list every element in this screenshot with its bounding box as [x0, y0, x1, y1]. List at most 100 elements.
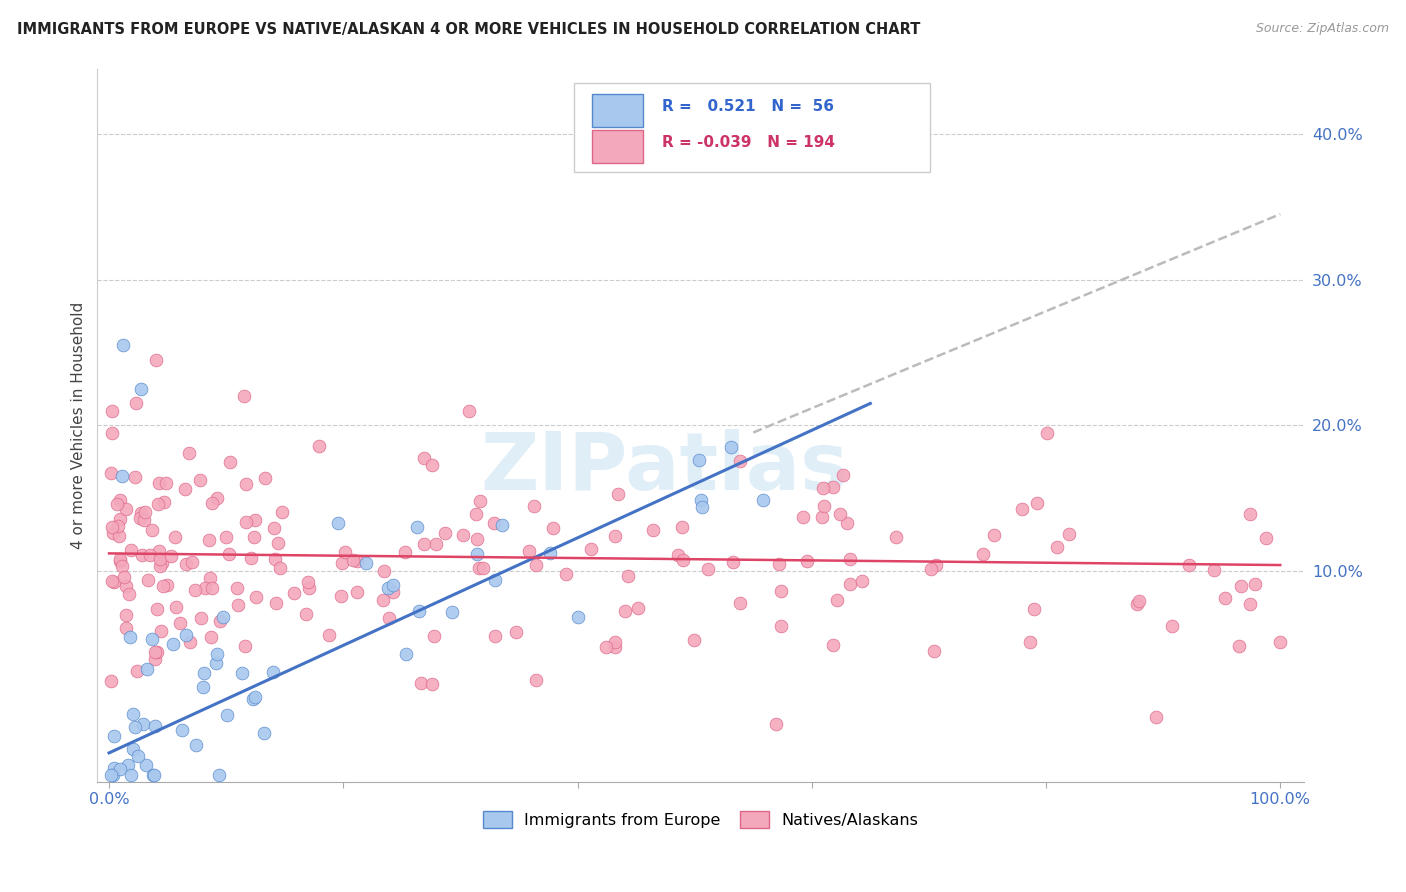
Point [176, 557, 198, 571]
Point [616, 568, 638, 582]
Point [838, 577, 860, 591]
Point [326, 516, 349, 530]
FancyBboxPatch shape [574, 83, 929, 172]
Point [467, 561, 489, 575]
Point [149, 624, 172, 639]
Point [484, 573, 506, 587]
Point [141, 523, 163, 537]
Point [100, 520, 122, 534]
Point [690, 493, 713, 508]
Point [235, 515, 257, 529]
Point [267, 536, 290, 550]
Point [1018, 634, 1040, 648]
Point [190, 611, 212, 625]
Point [233, 639, 256, 653]
Point [770, 584, 793, 599]
Point [108, 492, 131, 507]
Point [143, 719, 166, 733]
Point [179, 635, 201, 649]
Point [115, 579, 138, 593]
Point [110, 559, 132, 574]
Y-axis label: 4 or more Vehicles in Household: 4 or more Vehicles in Household [72, 301, 86, 549]
Point [215, 530, 238, 544]
Point [335, 544, 357, 558]
FancyBboxPatch shape [592, 95, 643, 127]
Point [828, 507, 851, 521]
Point [180, 556, 202, 570]
Point [839, 551, 862, 566]
Point [198, 533, 221, 548]
Point [720, 440, 742, 454]
Point [408, 604, 430, 618]
Point [412, 537, 434, 551]
Point [666, 548, 689, 562]
Point [134, 505, 156, 519]
Point [1126, 598, 1149, 612]
Point [155, 475, 177, 490]
Point [105, 498, 128, 512]
Point [207, 647, 229, 661]
Point [765, 716, 787, 731]
Point [149, 551, 172, 566]
Point [1036, 425, 1059, 440]
Point [145, 602, 167, 616]
Point [188, 473, 211, 487]
Point [129, 506, 152, 520]
Point [208, 768, 231, 782]
Point [131, 548, 153, 562]
Point [111, 469, 134, 483]
Point [413, 450, 436, 465]
Point [1227, 639, 1250, 653]
Point [120, 543, 142, 558]
Point [835, 516, 858, 530]
Point [174, 628, 197, 642]
Point [769, 619, 792, 633]
Point [1161, 618, 1184, 632]
Point [103, 761, 125, 775]
Point [308, 439, 330, 453]
Point [163, 530, 186, 544]
Point [269, 561, 291, 575]
Point [1213, 591, 1236, 606]
Point [115, 501, 138, 516]
Point [100, 768, 122, 782]
Point [112, 570, 135, 584]
Point [243, 512, 266, 526]
FancyBboxPatch shape [592, 130, 643, 162]
Point [115, 621, 138, 635]
Point [554, 566, 576, 581]
Point [1239, 598, 1261, 612]
Text: Source: ZipAtlas.com: Source: ZipAtlas.com [1256, 22, 1389, 36]
Point [139, 548, 162, 562]
Point [924, 644, 946, 658]
Point [811, 481, 834, 495]
Point [425, 537, 447, 551]
Point [517, 544, 540, 558]
Point [165, 599, 187, 614]
Point [346, 585, 368, 599]
Point [1011, 501, 1033, 516]
Point [283, 586, 305, 600]
Point [825, 592, 848, 607]
Point [1239, 508, 1261, 522]
Point [671, 519, 693, 533]
Point [156, 578, 179, 592]
Point [142, 768, 165, 782]
Point [1177, 558, 1199, 572]
Point [103, 768, 125, 782]
Point [107, 519, 129, 533]
Point [114, 607, 136, 622]
Point [920, 562, 942, 576]
Point [101, 403, 124, 417]
Point [373, 564, 395, 578]
Point [768, 557, 790, 571]
Point [136, 663, 159, 677]
Point [108, 762, 131, 776]
Point [145, 644, 167, 658]
Point [108, 554, 131, 568]
Point [122, 707, 145, 722]
Point [205, 491, 228, 505]
Point [141, 632, 163, 647]
Point [1204, 563, 1226, 577]
Point [129, 511, 152, 525]
